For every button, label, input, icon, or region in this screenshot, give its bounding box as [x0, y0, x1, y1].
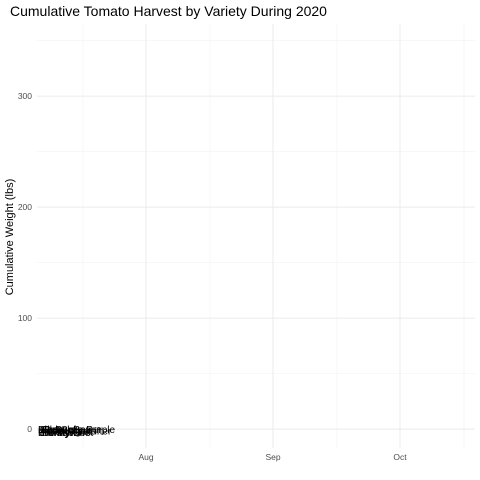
series-label: Bonny Best: [42, 428, 93, 439]
series-label: Black Krim: [38, 427, 86, 438]
x-axis-ticks: Aug Sep Oct: [138, 452, 407, 462]
series-label: Jet Star: [40, 428, 75, 439]
series-label: Cherokee Purple: [40, 425, 115, 436]
series-label: Brandywine: [38, 428, 91, 439]
x-tick-label: Oct: [393, 452, 407, 462]
series-label: Big Beef: [38, 425, 76, 436]
series-label: Better Boy: [44, 425, 91, 436]
series-label: Amish Paste: [40, 427, 97, 438]
x-tick-label: Aug: [138, 452, 153, 462]
y-tick-label: 300: [18, 91, 32, 101]
series-label: Old German: [42, 425, 96, 436]
grid-minor: [37, 24, 475, 448]
y-tick-label: 0: [27, 424, 32, 434]
chart-title: Cumulative Tomato Harvest by Variety Dur…: [10, 3, 327, 19]
y-axis-ticks: 0 100 200 300: [18, 91, 32, 434]
y-axis-label: Cumulative Weight (lbs): [4, 179, 16, 296]
grid-major: [37, 24, 475, 448]
x-tick-label: Sep: [265, 452, 280, 462]
y-tick-label: 200: [18, 202, 32, 212]
series-label: Mortgage Lifter: [44, 427, 112, 438]
y-tick-label: 100: [18, 313, 32, 323]
